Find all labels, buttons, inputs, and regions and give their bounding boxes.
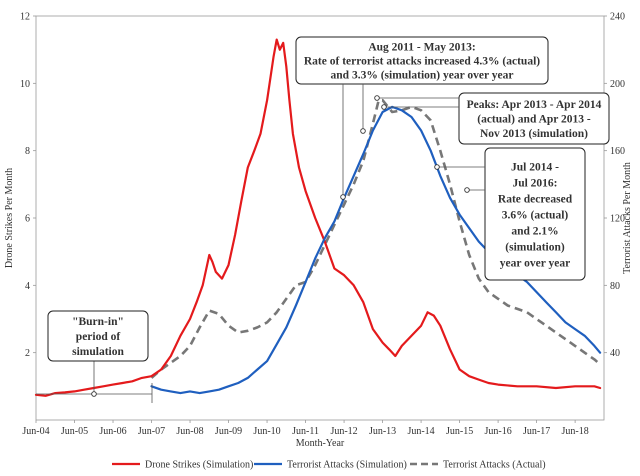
peaks-callout-text-line: Nov 2013 (simulation) xyxy=(480,128,588,140)
aug2011-callout-text-line: Aug 2011 - May 2013: xyxy=(368,41,475,53)
peaks-actual-marker xyxy=(374,95,380,101)
x-tick-label: Jun-07 xyxy=(138,426,165,437)
x-tick-label: Jun-17 xyxy=(523,426,550,437)
x-tick-label: Jun-12 xyxy=(330,426,357,437)
jul2014-callout-text-line: Jul 2016: xyxy=(512,177,557,189)
axes: 2 4 6 8 10 12 40 80 120 160 200 240 Jun-04 Jun-05 Jun-… xyxy=(4,12,633,450)
legend-attacks-simulation-label: Terrorist Attacks (Simulation) xyxy=(287,460,407,471)
right-tick-label: 240 xyxy=(610,12,625,23)
legend-drone-strikes-label: Drone Strikes (Simulation) xyxy=(145,460,253,471)
x-tick-label: Jun-05 xyxy=(61,426,88,437)
x-axis-title: Month-Year xyxy=(296,438,345,449)
aug2011-callout-text-line: Rate of terrorist attacks increased 4.3%… xyxy=(304,55,540,67)
legend-attacks-actual-label: Terrorist Attacks (Actual) xyxy=(443,460,546,471)
x-tick-label: Jun-06 xyxy=(99,426,126,437)
aug2011-end-marker xyxy=(360,128,366,134)
burn-in-marker xyxy=(91,391,97,397)
peaks-simulation-marker xyxy=(381,104,387,110)
right-tick-label: 40 xyxy=(610,348,620,359)
jul2014-start-marker xyxy=(434,164,440,170)
drone-strikes-line xyxy=(34,38,602,397)
jul2014-callout-text-line: year over year xyxy=(500,257,570,269)
right-tick-label: 200 xyxy=(610,79,625,90)
peaks-callout-box xyxy=(458,92,610,145)
burn-in-callout-text-line: period of xyxy=(76,331,121,343)
left-tick-label: 12 xyxy=(20,12,30,23)
left-tick-label: 10 xyxy=(20,79,30,90)
x-tick-label: Jun-18 xyxy=(562,426,589,437)
peaks-callout-text-line: (actual) and Apr 2013 - xyxy=(477,114,591,126)
x-tick-label: Jun-15 xyxy=(446,426,473,437)
right-tick-label: 80 xyxy=(610,281,620,292)
left-tick-label: 6 xyxy=(25,214,30,225)
right-axis-title: Terrorist Attacks Per Month xyxy=(622,162,633,274)
x-tick-label: Jun-13 xyxy=(369,426,396,437)
x-tick-label: Jun-08 xyxy=(176,426,203,437)
peaks-callout-text-line: Peaks: Apr 2013 - Apr 2014 xyxy=(467,99,602,111)
aug2011-callout-box xyxy=(295,36,549,85)
x-tick-label: Jun-16 xyxy=(484,426,511,437)
x-tick-label: Jun-04 xyxy=(22,426,49,437)
right-tick-label: 160 xyxy=(610,146,625,157)
attacks-simulation-line xyxy=(150,105,602,395)
x-tick-label: Jun-11 xyxy=(292,426,319,437)
jul2014-callout-text-line: and 2.1% xyxy=(511,225,558,237)
legend: Drone Strikes (Simulation) Terrorist Atta… xyxy=(112,460,546,471)
x-tick-label: Jun-09 xyxy=(215,426,242,437)
jul2014-callout-text-line: (simulation) xyxy=(505,241,565,253)
burn-in-callout-box xyxy=(47,310,149,362)
burn-in-callout-text-line: "Burn-in" xyxy=(72,316,124,328)
aug2011-callout-text-line: and 3.3% (simulation) year over year xyxy=(331,69,514,81)
left-tick-label: 2 xyxy=(25,348,30,359)
right-tick-label: 120 xyxy=(610,214,625,225)
series-lines xyxy=(34,38,602,397)
jul2014-callout-text-line: Rate decreased xyxy=(498,193,573,205)
aug2011-start-marker xyxy=(340,194,346,200)
burn-in-callout-text-line: simulation xyxy=(72,346,124,358)
x-tick-label: Jun-10 xyxy=(253,426,280,437)
jul2014-end-marker xyxy=(464,187,470,193)
left-tick-label: 8 xyxy=(25,146,30,157)
jul2014-callout-text-line: 3.6% (actual) xyxy=(502,209,569,221)
annotations: "Burn-in" period of simulation Aug 2011 - M… xyxy=(36,36,610,403)
jul2014-callout-box xyxy=(484,147,586,281)
left-axis-title: Drone Strikes Per Month xyxy=(4,168,15,268)
x-tick-label: Jun-14 xyxy=(407,426,434,437)
jul2014-callout-text-line: Jul 2014 - xyxy=(511,161,559,173)
left-tick-label: 4 xyxy=(25,281,30,292)
